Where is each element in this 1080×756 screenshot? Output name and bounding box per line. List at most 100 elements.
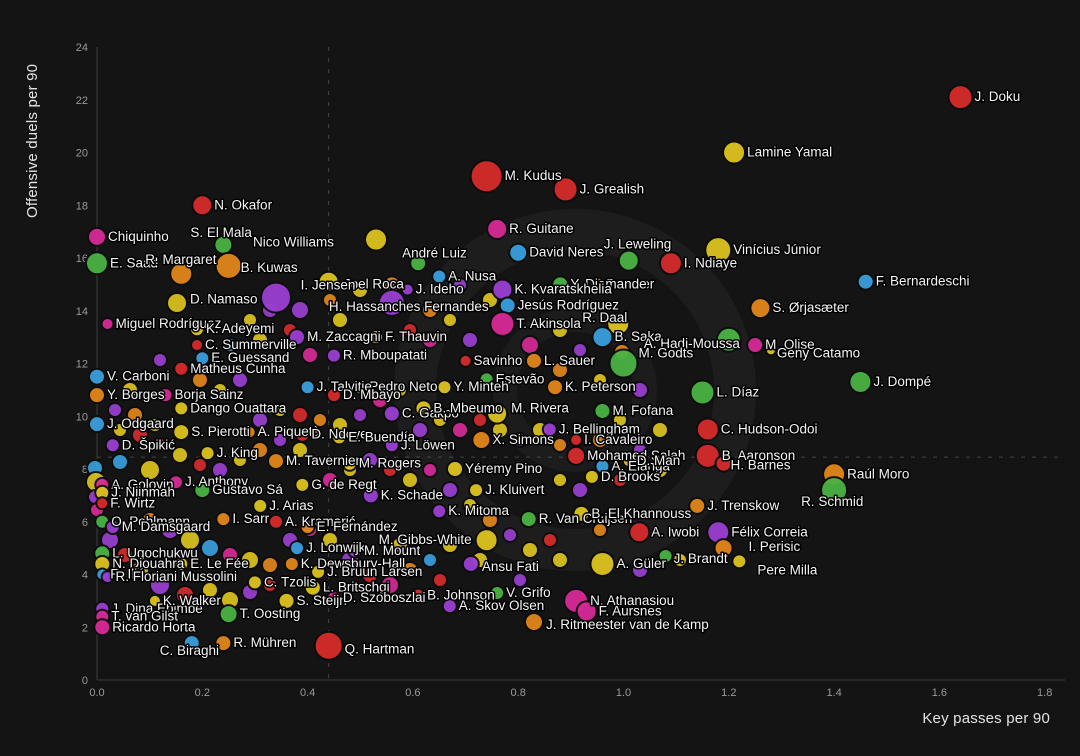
player-bubble [93, 618, 112, 637]
player-label: J. Njinmah [111, 485, 175, 500]
player-bubble [157, 387, 174, 404]
player-bubble [289, 540, 306, 557]
player-bubble [410, 587, 427, 604]
player-label: M. Mount [364, 543, 421, 558]
y-tick-label: 12 [76, 359, 88, 371]
background-bubble [251, 441, 269, 459]
background-bubble [520, 335, 540, 355]
player-bubble [283, 555, 300, 572]
background-bubble [175, 585, 195, 605]
player-bubble [947, 84, 974, 111]
player-bubble [191, 194, 214, 217]
player-label: Nico Williams [253, 235, 334, 250]
x-axis-title: Key passes per 90 [922, 710, 1050, 727]
y-tick-label: 20 [76, 148, 88, 160]
background-bubble [352, 407, 368, 423]
player-label: D. Namaso [190, 292, 258, 307]
player-bubble [583, 468, 600, 485]
player-bubble [551, 275, 570, 294]
player-bubble [731, 553, 748, 570]
background-bubble [462, 497, 478, 513]
background-bubble [591, 431, 609, 449]
player-bubble [88, 386, 106, 405]
player-bubble [368, 329, 385, 346]
player-bubble [617, 249, 640, 272]
player-bubble [856, 272, 875, 291]
player-bubble [552, 176, 579, 203]
background-bubbles [85, 277, 688, 610]
player-label: T. Oosting [240, 606, 301, 621]
background-bubble [612, 472, 628, 488]
player-bubble [190, 338, 205, 353]
background-bubble [121, 381, 139, 399]
player-bubble [695, 417, 720, 442]
background-bubble [551, 321, 569, 339]
player-label: D. Man [637, 453, 681, 468]
player-bubble [299, 379, 316, 396]
player-bubble [458, 353, 473, 368]
player-label: J. Bruun Larsen [327, 564, 422, 579]
player-label: A. Piquetà [258, 424, 321, 439]
player-bubble [594, 458, 611, 475]
player-bubble [85, 251, 109, 276]
player-label: K. Adeyemi [206, 321, 274, 336]
x-tick-label: 1.8 [1037, 687, 1052, 699]
player-bubble [715, 326, 742, 353]
player-label: B. El Khannouss [591, 506, 691, 521]
player-bubble [523, 611, 544, 632]
player-label: I. Ndiaye [684, 255, 737, 270]
player-bubble [572, 504, 591, 523]
player-bubble [299, 519, 316, 536]
player-label: Q. Hartman [345, 642, 415, 657]
player-bubble [325, 347, 342, 364]
player-label: T. Akinsola [516, 316, 581, 331]
player-label: C. Summerville [205, 337, 297, 352]
background-bubble [149, 574, 171, 596]
x-tick-label: 1.6 [932, 687, 947, 699]
player-label: Joel Roca [344, 276, 405, 291]
background-bubble [402, 322, 418, 338]
player-bubble [468, 482, 485, 499]
player-label: J. Kluivert [485, 482, 545, 497]
player-bubble [431, 268, 448, 285]
player-bubble [382, 404, 401, 423]
player-bubble [173, 360, 190, 377]
player-bubble [173, 555, 190, 572]
player-label: R. Guitane [509, 221, 574, 236]
y-tick-label: 14 [76, 306, 88, 318]
player-bubble [104, 519, 121, 536]
player-label: J. Leweling [604, 237, 672, 252]
background-bubble [242, 312, 258, 328]
background-bubble [112, 422, 128, 438]
player-bubble [346, 542, 363, 559]
player-label: M. Rogers [359, 456, 422, 471]
player-label: R. Schmid [801, 494, 863, 509]
y-tick-label: 0 [82, 675, 88, 687]
player-bubble [173, 400, 190, 417]
player-label: Y. Minteh [453, 379, 508, 394]
player-bubble [252, 497, 269, 514]
background-bubble [312, 412, 328, 428]
player-bubble [589, 550, 616, 577]
player-bubble [749, 297, 772, 320]
background-bubble [212, 382, 228, 398]
player-bubble [848, 369, 873, 394]
player-bubble [294, 426, 311, 443]
player-label: B. Aaronson [722, 448, 796, 463]
player-label: J. Grealish [580, 181, 645, 196]
player-label: M. Rivera [511, 401, 569, 416]
player-bubble [246, 574, 263, 591]
player-label: Ansu Fati [482, 559, 539, 574]
player-bubble [303, 578, 322, 597]
player-bubble [317, 270, 340, 293]
player-bubble [566, 445, 587, 466]
background-bubble [422, 462, 438, 478]
player-bubble [657, 548, 674, 565]
player-label: A. Golovin [111, 477, 173, 492]
player-label: G. de Regt [311, 477, 377, 492]
player-label: B. Johnson [427, 588, 495, 603]
background-bubble [322, 292, 338, 308]
background-bubble [251, 331, 269, 349]
background-bubble [152, 352, 168, 368]
background-bubble [552, 437, 568, 453]
